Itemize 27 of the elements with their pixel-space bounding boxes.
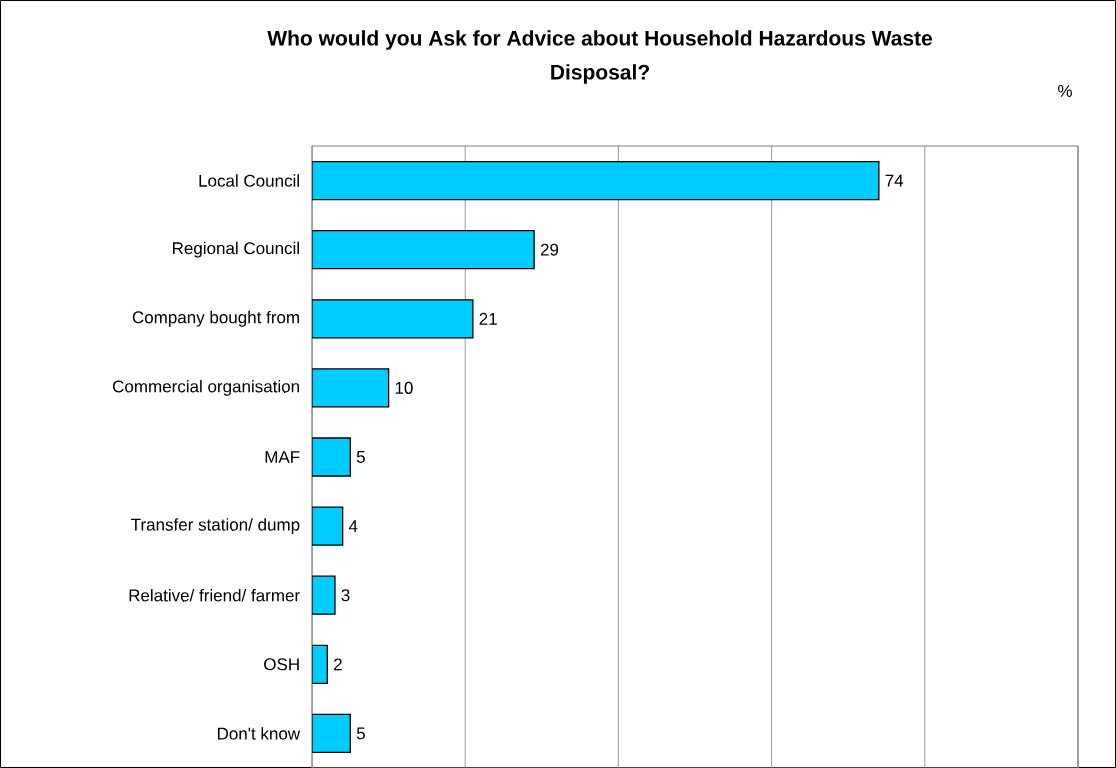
- bar: [312, 368, 390, 408]
- data-label: 4: [348, 520, 358, 532]
- bar: [312, 713, 351, 754]
- text: %: [1058, 85, 1072, 97]
- bar: [312, 299, 474, 339]
- y-tick-label: Transfer station/ dump: [131, 518, 300, 535]
- data-label: 21: [479, 312, 497, 325]
- bar: [312, 506, 344, 546]
- bar: [312, 230, 535, 270]
- y-tick-label: Commercial organisation: [112, 379, 299, 396]
- y-tick-label: Relative/ friend/ farmer: [129, 588, 300, 602]
- y-tick-label: Regional Council: [173, 241, 299, 258]
- y-tick-label: Local Council: [199, 174, 299, 187]
- bar: [312, 160, 880, 201]
- y-tick-label: Don't know: [217, 727, 301, 740]
- data-label: 5: [356, 727, 365, 740]
- data-label: 74: [885, 174, 904, 187]
- data-label: 5: [356, 451, 365, 463]
- data-label: 3: [341, 589, 350, 602]
- y-tick-label: OSH: [264, 658, 299, 671]
- data-label: 29: [540, 243, 559, 256]
- data-label: 10: [395, 381, 413, 394]
- y-tick-label: MAF: [265, 451, 300, 463]
- chart-title: Who would you Ask for Advice about Household Hazardous Waste Disposal?: [267, 30, 933, 84]
- data-label: 2: [334, 658, 342, 671]
- y-tick-label: Company bought from: [132, 310, 299, 327]
- bar: [312, 437, 351, 477]
